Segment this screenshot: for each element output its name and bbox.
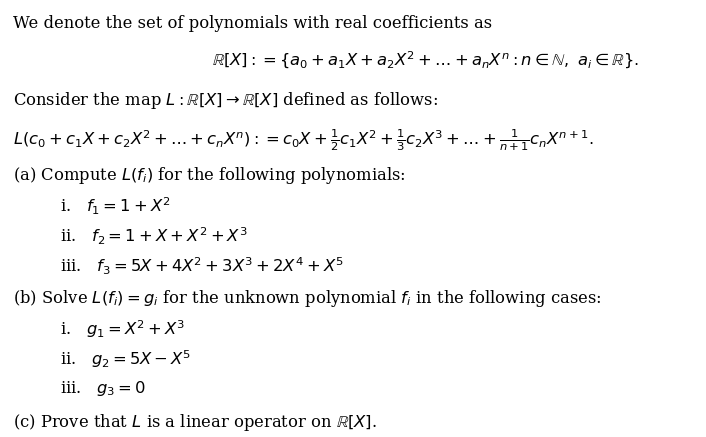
Text: We denote the set of polynomials with real coefficients as: We denote the set of polynomials with re… [13, 15, 492, 32]
Text: (a) Compute $L(f_i)$ for the following polynomials:: (a) Compute $L(f_i)$ for the following p… [13, 165, 405, 186]
Text: ii.   $f_2 = 1 + X + X^2 + X^3$: ii. $f_2 = 1 + X + X^2 + X^3$ [60, 225, 248, 247]
Text: i.   $g_1 = X^2 + X^3$: i. $g_1 = X^2 + X^3$ [60, 319, 186, 340]
Text: i.   $f_1 = 1 + X^2$: i. $f_1 = 1 + X^2$ [60, 195, 171, 217]
Text: $L(c_0 + c_1 X + c_2 X^2 + \ldots + c_n X^n) := c_0 X + \frac{1}{2}c_1 X^2 + \fr: $L(c_0 + c_1 X + c_2 X^2 + \ldots + c_n … [13, 127, 593, 153]
Text: (c) Prove that $L$ is a linear operator on $\mathbb{R}[X]$.: (c) Prove that $L$ is a linear operator … [13, 412, 376, 433]
Text: iii.   $g_3 = 0$: iii. $g_3 = 0$ [60, 379, 146, 398]
Text: ii.   $g_2 = 5X - X^5$: ii. $g_2 = 5X - X^5$ [60, 349, 191, 371]
Text: Consider the map $L : \mathbb{R}[X] \rightarrow \mathbb{R}[X]$ defined as follow: Consider the map $L : \mathbb{R}[X] \rig… [13, 90, 438, 111]
Text: iii.   $f_3 = 5X + 4X^2 + 3X^3 + 2X^4 + X^5$: iii. $f_3 = 5X + 4X^2 + 3X^3 + 2X^4 + X^… [60, 256, 344, 277]
Text: (b) Solve $L(f_i) = g_i$ for the unknown polynomial $f_i$ in the following cases: (b) Solve $L(f_i) = g_i$ for the unknown… [13, 288, 602, 309]
Text: $\mathbb{R}[X] := \left\{a_0 + a_1 X + a_2 X^2 + \ldots + a_n X^n : n \in \mathb: $\mathbb{R}[X] := \left\{a_0 + a_1 X + a… [212, 50, 639, 71]
